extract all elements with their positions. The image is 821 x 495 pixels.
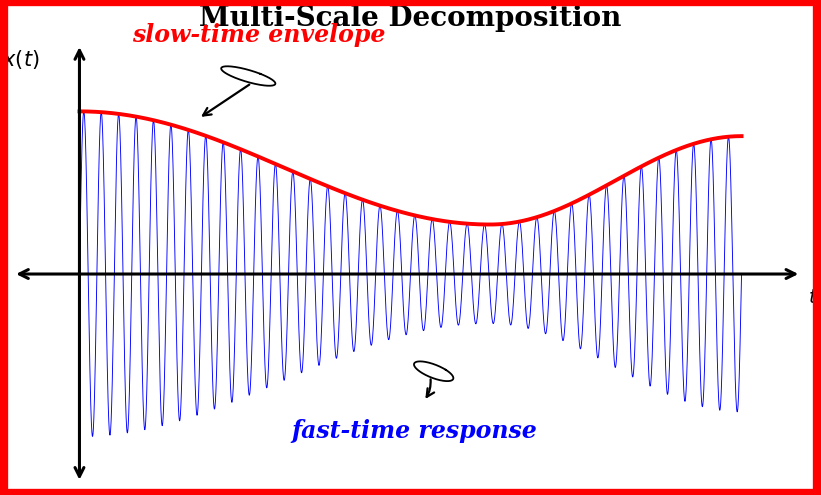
Text: $x(t)$: $x(t)$ [2, 48, 39, 71]
Text: Multi-Scale Decomposition: Multi-Scale Decomposition [200, 5, 621, 32]
Text: fast-time response: fast-time response [291, 419, 537, 443]
Text: slow-time envelope: slow-time envelope [132, 23, 386, 47]
Text: $time(t)$: $time(t)$ [808, 287, 821, 307]
